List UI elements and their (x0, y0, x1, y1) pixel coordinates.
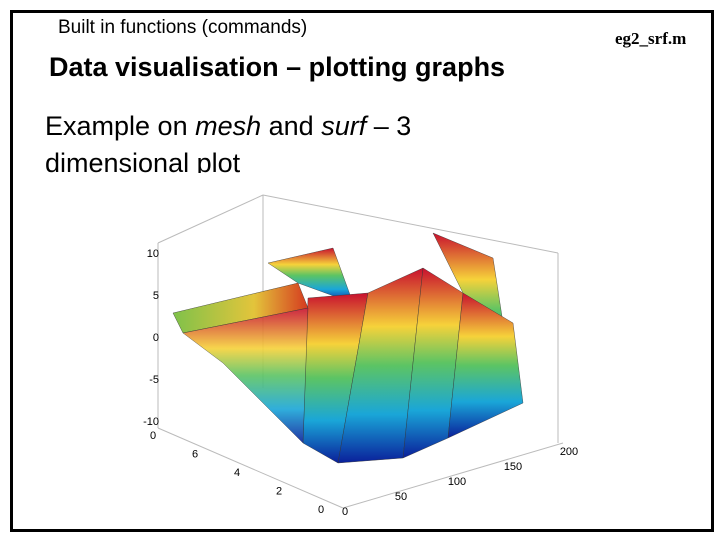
text: Example on (45, 111, 196, 141)
section-label: Built in functions (commands) (58, 17, 308, 38)
tick-label: 0 (318, 504, 324, 516)
slide-title: Data visualisation – plotting graphs (49, 52, 506, 82)
slide: Built in functions (commands) eg2_srf.m … (10, 10, 714, 532)
text: surf (321, 111, 367, 141)
tick-label: 100 (448, 476, 466, 488)
tick-label: 4 (234, 467, 240, 479)
tick-label: 0 (153, 332, 159, 344)
slide-subtitle: Example on mesh and surf – 3 dimensional… (45, 108, 535, 182)
tick-label: 0 (150, 430, 156, 442)
surface (172, 232, 524, 464)
tick-label: 50 (395, 491, 407, 503)
text: and (261, 111, 322, 141)
tick-label: 0 (342, 506, 348, 518)
text: mesh (195, 111, 262, 141)
tick-label: 5 (153, 290, 159, 302)
tick-label: 10 (147, 248, 159, 260)
tick-label: 2 (276, 486, 282, 498)
file-name: eg2_srf.m (615, 29, 687, 48)
tick-label: -5 (149, 374, 159, 386)
tick-label: 200 (560, 446, 578, 458)
tick-label: -10 (143, 416, 159, 428)
tick-label: 6 (192, 449, 198, 461)
tick-label: 150 (504, 461, 522, 473)
